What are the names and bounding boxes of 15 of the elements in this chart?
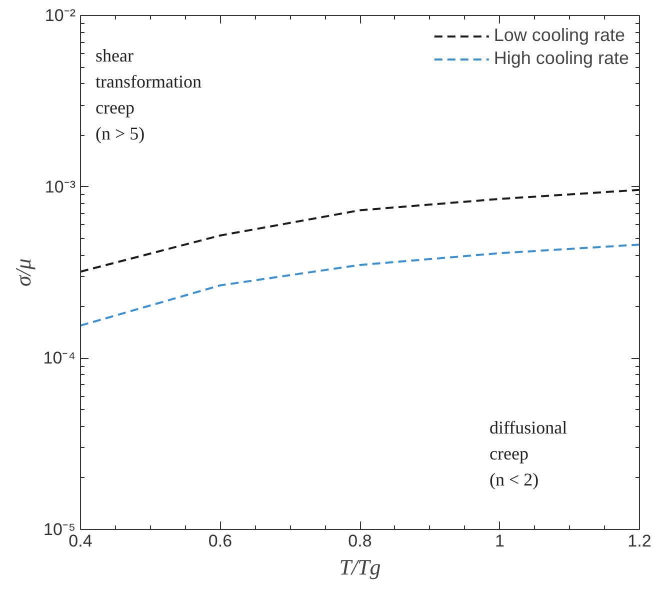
x-axis-title: T/Tg — [339, 554, 381, 580]
annotation: diffusional creep (n < 2) — [490, 418, 568, 490]
line-series — [80, 188, 640, 273]
x-tick-label: 0.6 — [208, 532, 232, 550]
y-tick-label: 10⁻² — [44, 6, 76, 25]
y-axis-title: σ/μ — [10, 258, 36, 286]
y-tick-label: 10⁻³ — [44, 177, 76, 196]
legend-label: High cooling rate — [494, 48, 629, 69]
y-tick-label: 10⁻⁴ — [43, 348, 76, 368]
x-tick-label: 1.2 — [628, 532, 652, 550]
legend-label: Low cooling rate — [494, 25, 625, 46]
x-tick-label: 1 — [495, 532, 504, 550]
annotation: shear transformation creep (n > 5) — [96, 46, 202, 144]
x-tick-label: 0.8 — [348, 532, 372, 550]
line-series — [80, 244, 640, 327]
